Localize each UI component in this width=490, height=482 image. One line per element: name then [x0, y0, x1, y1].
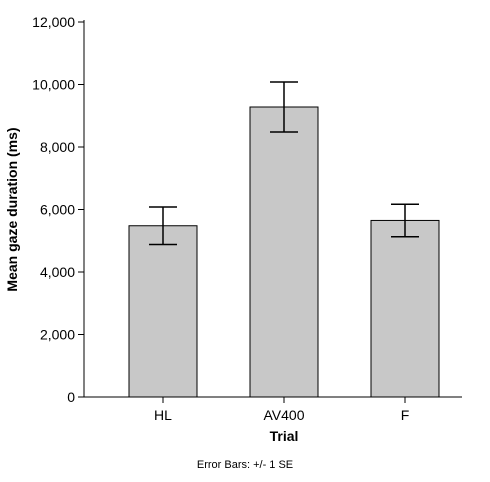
y-tick-label: 8,000 — [40, 139, 75, 155]
x-tick-label: AV400 — [264, 407, 305, 423]
x-tick-label: HL — [154, 407, 172, 423]
y-tick-label: 10,000 — [32, 77, 75, 93]
y-tick-label: 0 — [67, 389, 75, 405]
bar-f — [370, 219, 440, 398]
bars — [128, 106, 440, 398]
y-axis-ticks: 0 2,000 4,000 6,000 8,000 10,000 12,000 — [32, 14, 84, 405]
y-tick-label: 6,000 — [40, 202, 75, 218]
error-bars — [149, 81, 419, 246]
bar-hl — [128, 225, 198, 398]
x-axis-title: Trial — [270, 428, 299, 444]
bar-av400 — [249, 106, 319, 398]
y-tick-label: 12,000 — [32, 14, 75, 30]
x-tick-label: F — [401, 407, 410, 423]
error-bar-note: Error Bars: +/- 1 SE — [197, 459, 293, 471]
y-tick-label: 4,000 — [40, 264, 75, 280]
y-tick-label: 2,000 — [40, 327, 75, 343]
x-axis-ticks: HL AV400 F — [154, 397, 409, 423]
y-axis-title: Mean gaze duration (ms) — [4, 127, 20, 291]
